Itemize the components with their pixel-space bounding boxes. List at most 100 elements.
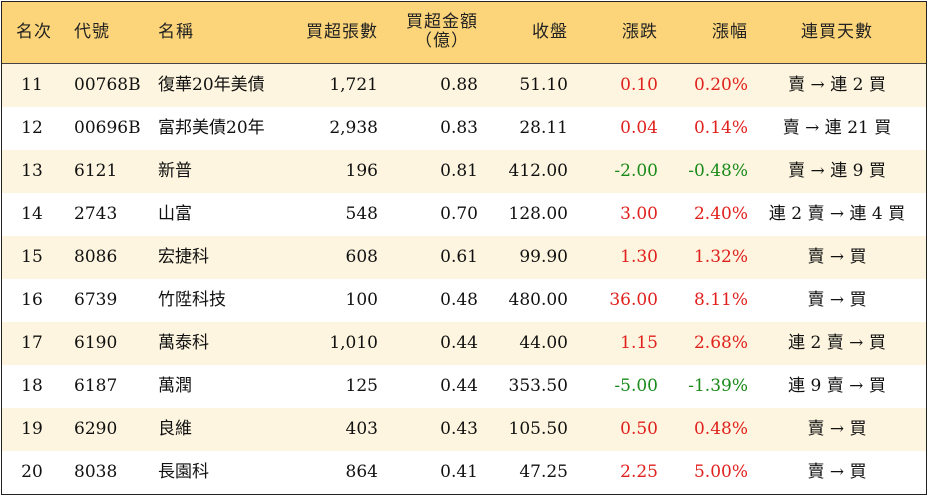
header-net-amount-line1: 買超金額	[406, 12, 478, 33]
cell-rank: 18	[21, 375, 43, 396]
cell-net-amount: 0.43	[440, 418, 478, 439]
cell-change: 0.50	[620, 418, 658, 439]
cell-net-amount: 0.41	[440, 461, 478, 482]
cell-change: -5.00	[614, 375, 658, 396]
cell-net-lots: 608	[345, 246, 378, 267]
cell-net-amount: 0.81	[440, 160, 478, 181]
cell-rank: 19	[21, 418, 43, 439]
cell-rank: 12	[21, 117, 43, 138]
cell-change: 0.10	[620, 74, 658, 95]
header-net-amount-line2: （億）	[415, 31, 469, 52]
header-net-amount: 買超金額 （億）	[378, 13, 478, 51]
cell-name: 富邦美債20年	[158, 117, 265, 138]
cell-net-lots: 548	[345, 203, 378, 224]
cell-net-lots: 196	[345, 160, 378, 181]
cell-code: 6190	[74, 332, 118, 353]
table-row: 12 00696B 富邦美債20年 2,938 0.83 28.11 0.04 0.14% 賣 …	[2, 107, 926, 150]
table-row: 11 00768B 復華20年美債 1,721 0.88 51.10 0.10 0.20% 賣 …	[2, 64, 926, 107]
cell-change: 2.25	[620, 461, 658, 482]
header-code: 代號	[74, 21, 110, 42]
cell-streak: 賣 → 連 2 買	[788, 74, 886, 95]
cell-net-lots: 125	[345, 375, 378, 396]
table-row: 20 8038 長園科 864 0.41 47.25 2.25 5.00% 賣 → 買	[2, 451, 926, 494]
cell-streak: 賣 → 連 9 買	[788, 160, 886, 181]
cell-change: 3.00	[620, 203, 658, 224]
cell-pct: 1.32%	[693, 246, 748, 267]
table-row: 15 8086 宏捷科 608 0.61 99.90 1.30 1.32% 賣 → 買	[2, 236, 926, 279]
cell-net-amount: 0.61	[440, 246, 478, 267]
cell-net-lots: 864	[345, 461, 378, 482]
cell-streak: 賣 → 買	[807, 289, 867, 310]
cell-streak: 連 2 賣 → 買	[788, 332, 886, 353]
cell-pct: 0.20%	[693, 74, 748, 95]
cell-streak: 連 2 賣 → 連 4 買	[768, 203, 906, 224]
cell-change: 1.15	[620, 332, 658, 353]
cell-rank: 13	[21, 160, 43, 181]
table-row: 13 6121 新普 196 0.81 412.00 -2.00 -0.48% 賣 → 連 9 …	[2, 150, 926, 193]
header-change: 漲跌	[622, 21, 658, 42]
cell-streak: 賣 → 買	[807, 461, 867, 482]
cell-change: 1.30	[620, 246, 658, 267]
cell-code: 6187	[74, 375, 118, 396]
cell-net-amount: 0.70	[440, 203, 478, 224]
cell-rank: 17	[21, 332, 43, 353]
header-streak: 連買天數	[801, 21, 873, 42]
cell-pct: 8.11%	[693, 289, 748, 310]
cell-close: 44.00	[519, 332, 568, 353]
cell-net-amount: 0.44	[440, 332, 478, 353]
cell-name: 新普	[158, 160, 192, 181]
cell-close: 28.11	[519, 117, 568, 138]
cell-name: 山富	[158, 203, 192, 224]
cell-pct: 2.40%	[693, 203, 748, 224]
cell-change: 0.04	[620, 117, 658, 138]
cell-pct: -1.39%	[688, 375, 748, 396]
cell-name: 宏捷科	[158, 246, 209, 267]
cell-rank: 16	[21, 289, 43, 310]
cell-code: 6290	[74, 418, 118, 439]
cell-net-amount: 0.83	[440, 117, 478, 138]
cell-net-amount: 0.44	[440, 375, 478, 396]
cell-close: 412.00	[508, 160, 568, 181]
cell-code: 00768B	[74, 74, 141, 95]
cell-rank: 11	[21, 74, 43, 95]
cell-close: 128.00	[508, 203, 568, 224]
cell-pct: -0.48%	[688, 160, 748, 181]
cell-name: 良維	[158, 418, 192, 439]
cell-close: 480.00	[508, 289, 568, 310]
cell-pct: 0.14%	[693, 117, 748, 138]
cell-change: -2.00	[614, 160, 658, 181]
header-name: 名稱	[158, 21, 194, 42]
cell-code: 8038	[74, 461, 118, 482]
cell-rank: 20	[21, 461, 43, 482]
cell-streak: 賣 → 連 21 買	[782, 117, 892, 138]
cell-close: 353.50	[508, 375, 568, 396]
cell-code: 8086	[74, 246, 118, 267]
header-pct: 漲幅	[712, 21, 748, 42]
header-net-lots: 買超張數	[306, 21, 378, 42]
cell-close: 105.50	[508, 418, 568, 439]
cell-name: 竹陞科技	[158, 289, 226, 310]
table-row: 17 6190 萬泰科 1,010 0.44 44.00 1.15 2.68% 連 2 賣 → …	[2, 322, 926, 365]
cell-code: 2743	[74, 203, 118, 224]
cell-net-amount: 0.88	[440, 74, 478, 95]
cell-net-amount: 0.48	[440, 289, 478, 310]
cell-streak: 賣 → 買	[807, 246, 867, 267]
cell-net-lots: 1,721	[329, 74, 378, 95]
cell-name: 復華20年美債	[158, 74, 265, 95]
cell-pct: 0.48%	[693, 418, 748, 439]
cell-code: 6121	[74, 160, 118, 181]
table-row: 19 6290 良維 403 0.43 105.50 0.50 0.48% 賣 → 買	[2, 408, 926, 451]
table-header-row: 名次 代號 名稱 買超張數 買超金額 （億） 收盤 漲跌 漲幅 連買天數	[2, 2, 926, 64]
cell-rank: 15	[21, 246, 43, 267]
header-close: 收盤	[532, 21, 568, 42]
cell-net-lots: 2,938	[329, 117, 378, 138]
table-row: 16 6739 竹陞科技 100 0.48 480.00 36.00 8.11% 賣 → 買	[2, 279, 926, 322]
cell-close: 51.10	[519, 74, 568, 95]
cell-code: 6739	[74, 289, 118, 310]
cell-net-lots: 1,010	[329, 332, 378, 353]
header-rank: 名次	[16, 21, 52, 42]
cell-streak: 連 9 賣 → 買	[788, 375, 886, 396]
cell-change: 36.00	[609, 289, 658, 310]
header-net-amount-label: 買超金額 （億）	[406, 13, 478, 50]
